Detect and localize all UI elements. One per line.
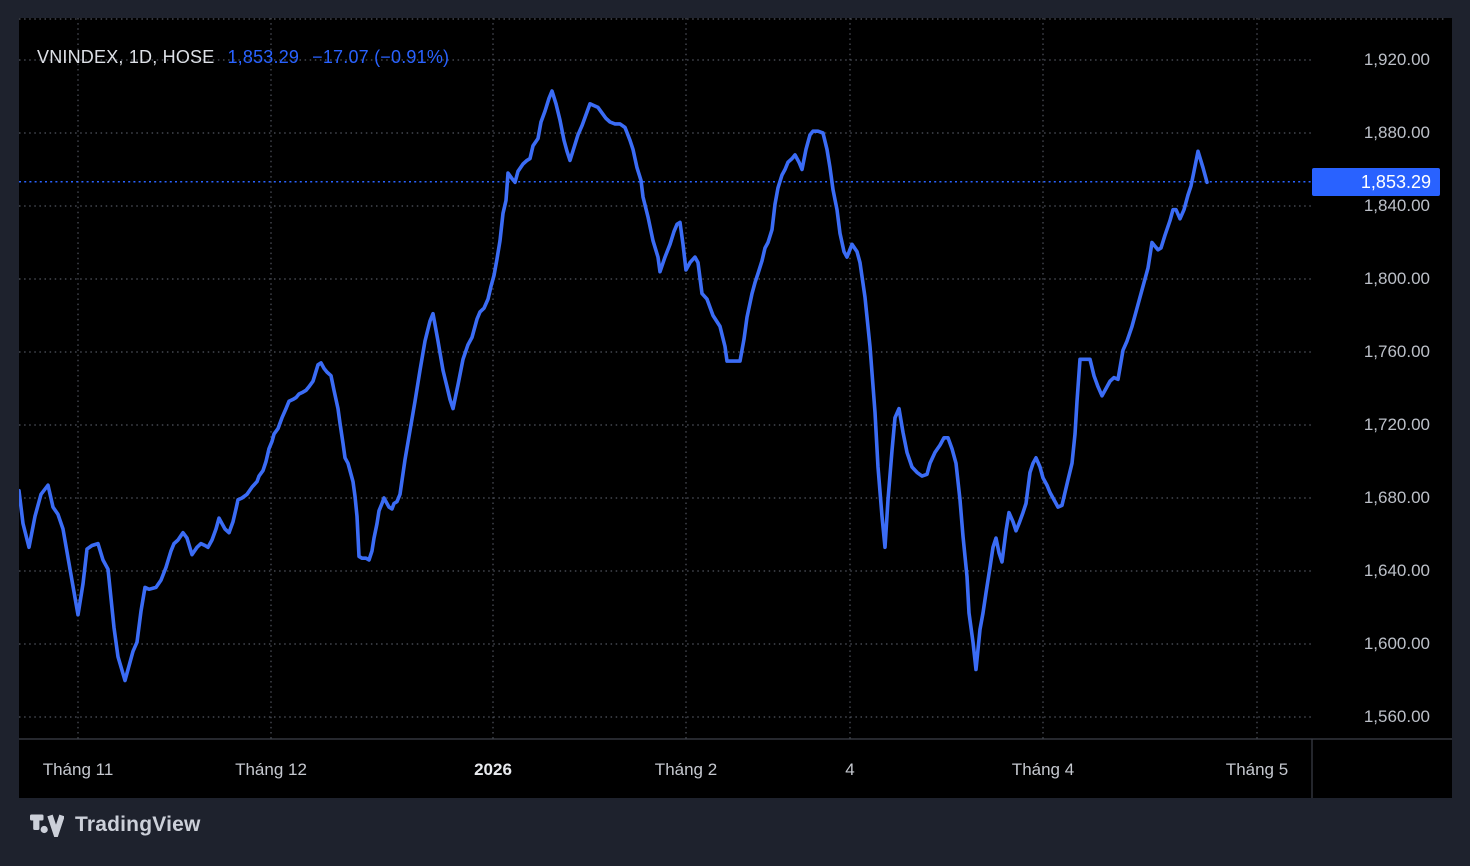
time-axis-label: 4 bbox=[845, 760, 855, 779]
time-axis-label: Tháng 4 bbox=[1011, 760, 1075, 779]
chart-canvas[interactable] bbox=[19, 18, 1452, 798]
price-axis-label: 1,600.00 bbox=[1363, 634, 1430, 653]
price-axis-label: 1,880.00 bbox=[1363, 123, 1430, 142]
price-axis-label: 1,560.00 bbox=[1363, 707, 1430, 726]
time-axis-label: Tháng 2 bbox=[654, 760, 718, 779]
price-axis-label: 1,760.00 bbox=[1363, 342, 1430, 361]
price-axis-label: 1,920.00 bbox=[1363, 50, 1430, 69]
tradingview-logo-icon bbox=[30, 814, 64, 837]
price-change: −17.07 (−0.91%) bbox=[312, 47, 450, 67]
symbol-legend[interactable]: VNINDEX, 1D, HOSE 1,853.29 −17.07 (−0.91… bbox=[37, 47, 449, 68]
time-axis-label: 2026 bbox=[474, 760, 512, 779]
current-price-badge: 1,853.29 bbox=[1312, 167, 1440, 196]
price-axis-label: 1,720.00 bbox=[1363, 415, 1430, 434]
time-axis-label: Tháng 11 bbox=[42, 760, 114, 779]
time-axis-label: Tháng 5 bbox=[1225, 760, 1289, 779]
price-axis-label: 1,640.00 bbox=[1363, 561, 1430, 580]
price-line-series bbox=[19, 89, 1209, 683]
last-price: 1,853.29 bbox=[227, 47, 300, 67]
time-axis-label: Tháng 12 bbox=[235, 760, 307, 779]
symbol-title: VNINDEX, 1D, HOSE bbox=[37, 47, 215, 67]
chart-pane[interactable]: VNINDEX, 1D, HOSE 1,853.29 −17.07 (−0.91… bbox=[19, 18, 1452, 798]
price-axis-label: 1,680.00 bbox=[1363, 488, 1430, 507]
tradingview-logo[interactable]: TradingView bbox=[30, 813, 201, 837]
tradingview-logo-text: TradingView bbox=[75, 813, 201, 836]
price-axis-label: 1,800.00 bbox=[1363, 269, 1430, 288]
price-axis-label: 1,840.00 bbox=[1363, 196, 1430, 215]
